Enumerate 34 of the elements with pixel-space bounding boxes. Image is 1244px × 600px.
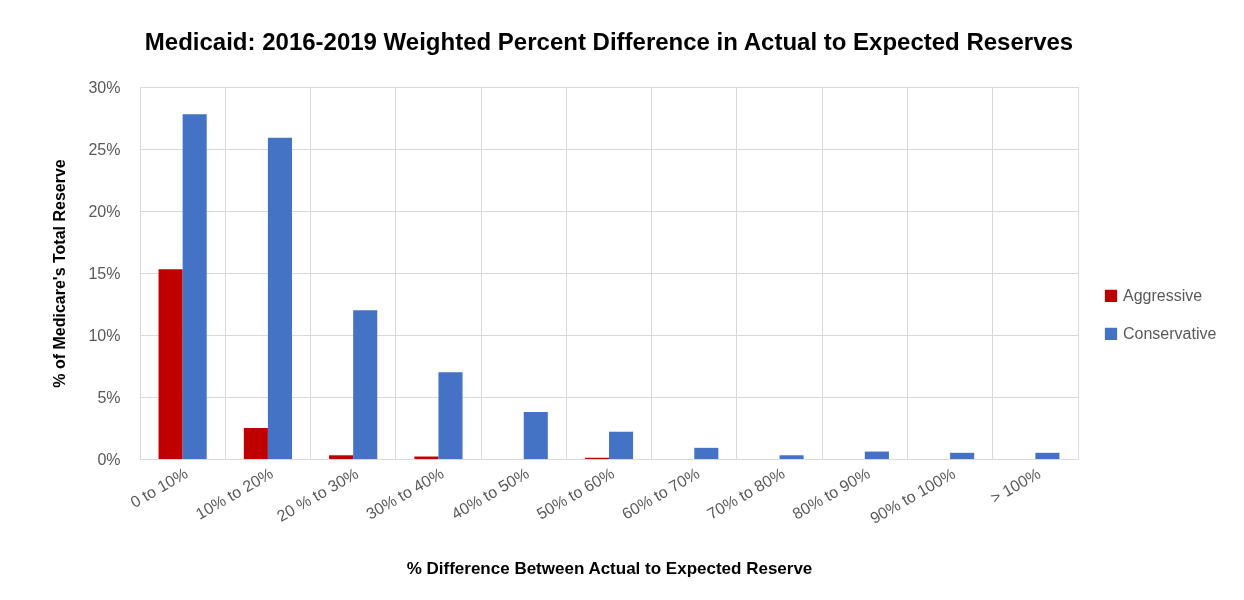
y-tick-label: 25% [88, 140, 121, 158]
x-tick-label: 40% to 50% [448, 464, 532, 523]
x-tick-label: 0 to 10% [127, 464, 191, 511]
x-tick-label: 70% to 80% [704, 464, 788, 523]
bar [779, 455, 804, 459]
x-tick-label: 60% to 70% [619, 464, 703, 523]
bar [353, 310, 378, 459]
bar [243, 428, 268, 459]
x-tick-label: 50% to 60% [533, 464, 617, 523]
bar [329, 455, 354, 459]
bar [864, 451, 889, 459]
y-axis-title: % of Medicare's Total Reserve [51, 159, 69, 388]
y-tick-label: 20% [88, 202, 121, 220]
bar [694, 447, 719, 459]
y-tick-label: 5% [97, 388, 121, 406]
y-tick-label: 30% [88, 78, 121, 96]
legend-label: Conservative [1123, 324, 1217, 342]
y-tick-label: 0% [97, 450, 121, 468]
y-tick-label: 15% [88, 264, 121, 282]
y-tick-label: 10% [88, 326, 121, 344]
bar [267, 137, 292, 459]
x-tick-label: 30% to 40% [363, 464, 447, 523]
chart-title: Medicaid: 2016-2019 Weighted Percent Difference in Actual to Expected Reserves [144, 28, 1074, 55]
bar [950, 452, 975, 459]
legend-label: Aggressive [1123, 286, 1203, 304]
bar [158, 269, 183, 459]
x-axis-title: % Difference Between Actual to Expected Reserve [406, 558, 813, 578]
x-tick-label: 20 % to 30% [274, 464, 362, 525]
bar [438, 372, 463, 459]
bar [182, 114, 207, 459]
bar [523, 411, 548, 459]
bar [1035, 452, 1060, 459]
x-tick-label: 10% to 20% [192, 464, 276, 523]
bar [609, 431, 634, 459]
